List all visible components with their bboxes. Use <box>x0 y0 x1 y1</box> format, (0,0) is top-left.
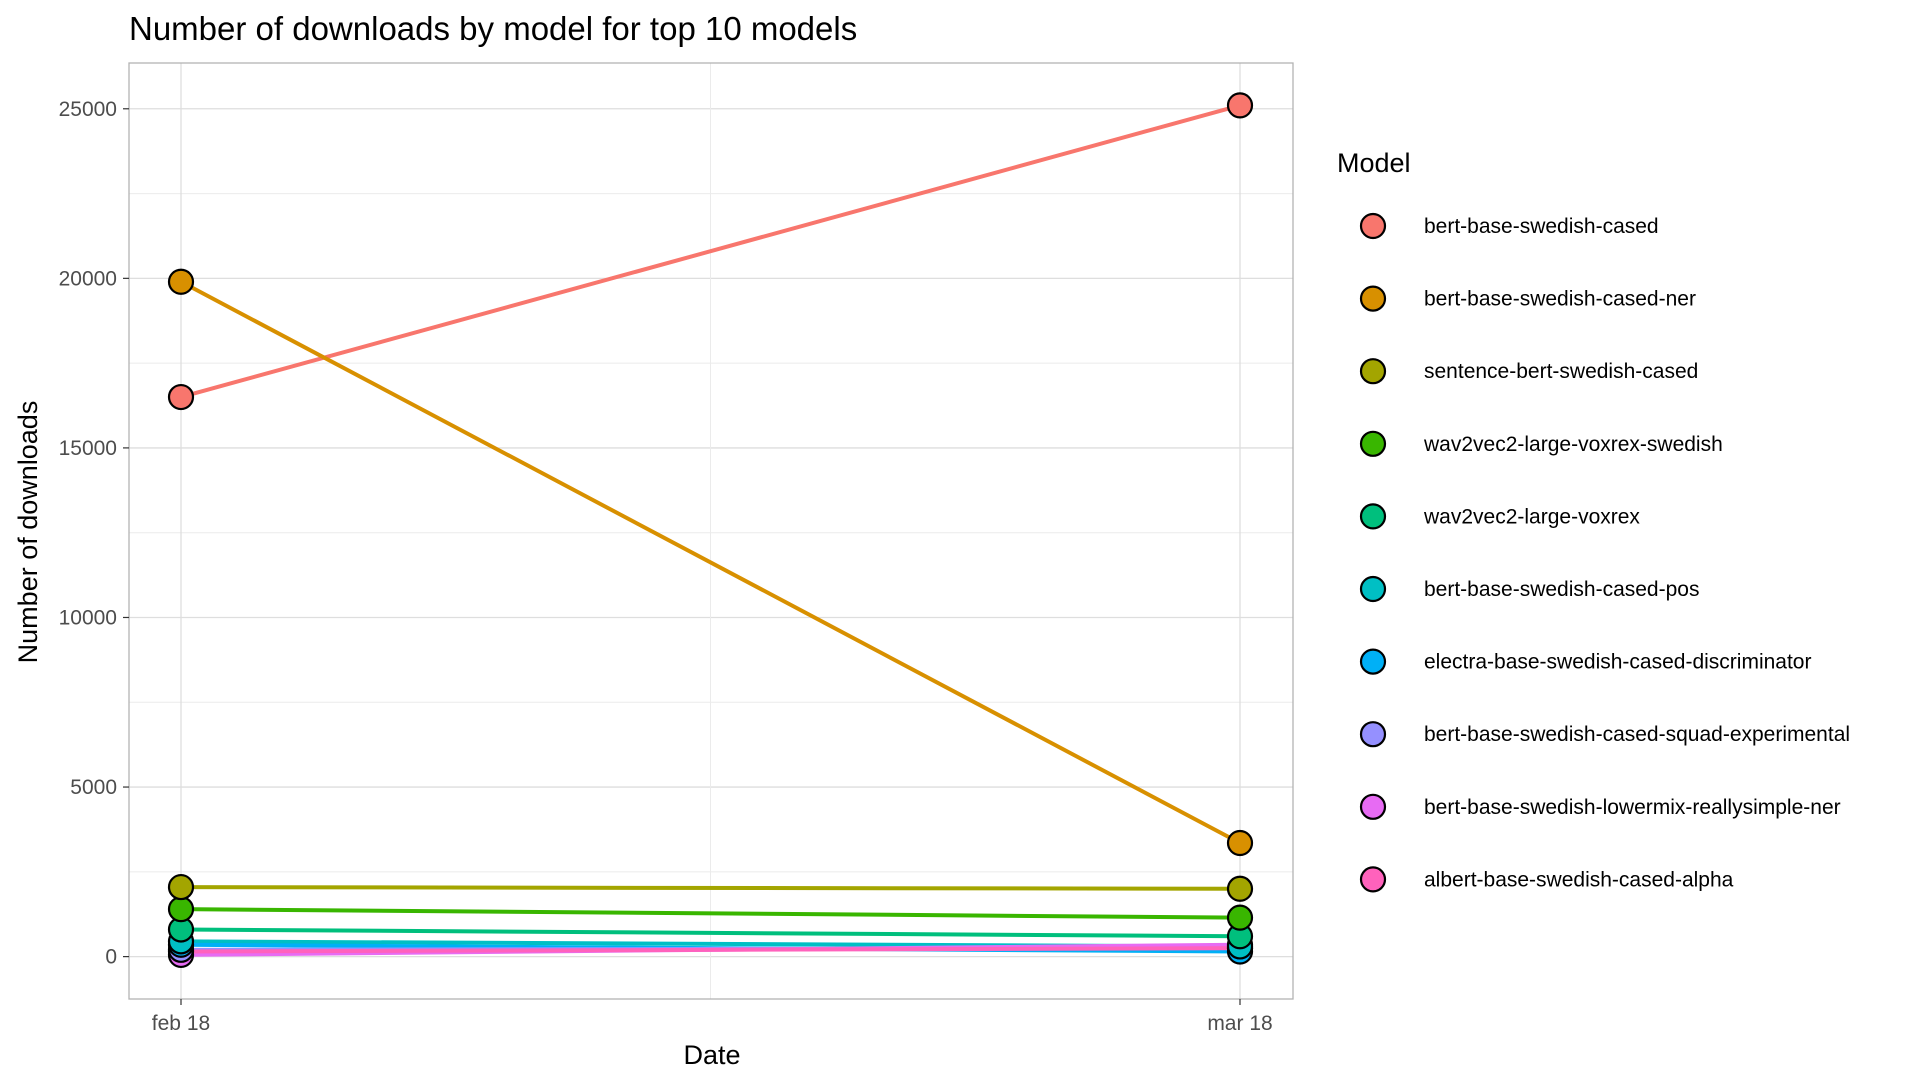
legend-label: bert-base-swedish-cased <box>1424 215 1659 238</box>
legend-label: bert-base-swedish-cased-squad-experiment… <box>1424 723 1850 746</box>
legend-item: sentence-bert-swedish-cased <box>1359 358 1698 385</box>
legend-item: bert-base-swedish-cased-squad-experiment… <box>1359 721 1850 748</box>
grid <box>129 63 1293 999</box>
y-axis-title: Number of downloads <box>13 401 43 664</box>
data-point <box>1226 829 1254 857</box>
data-point <box>167 383 195 411</box>
series-line <box>179 103 1242 400</box>
series <box>179 103 1242 957</box>
legend-key <box>1359 575 1387 603</box>
y-tick-label: 20000 <box>59 267 117 290</box>
series-line <box>179 927 1242 939</box>
legend-key <box>1359 721 1387 748</box>
data-point <box>167 873 195 901</box>
x-tick-label: feb 18 <box>152 1012 210 1035</box>
legend-label: bert-base-swedish-cased-ner <box>1424 288 1696 311</box>
legend-label: albert-base-swedish-cased-alpha <box>1424 868 1734 891</box>
legend-label: sentence-bert-swedish-cased <box>1424 360 1698 383</box>
chart-title: Number of downloads by model for top 10 … <box>129 10 857 47</box>
legend-item: bert-base-swedish-cased-ner <box>1359 285 1696 312</box>
legend-label: bert-base-swedish-lowermix-reallysimple-… <box>1424 796 1841 819</box>
x-tick-label: mar 18 <box>1207 1012 1272 1035</box>
legend-label: bert-base-swedish-cased-pos <box>1424 578 1699 601</box>
legend-label: electra-base-swedish-cased-discriminator <box>1424 651 1811 674</box>
legend-items: bert-base-swedish-cased bert-base-swedish… <box>1359 212 1850 893</box>
legend-key <box>1359 430 1387 457</box>
legend-item: bert-base-swedish-cased <box>1359 212 1659 240</box>
legend-key <box>1359 358 1387 385</box>
legend-item: albert-base-swedish-cased-alpha <box>1359 866 1734 893</box>
data-point <box>1226 92 1254 119</box>
data-point <box>1226 904 1254 931</box>
legend-label: wav2vec2-large-voxrex <box>1423 505 1640 528</box>
series-line <box>179 907 1242 920</box>
legend-item: electra-base-swedish-cased-discriminator <box>1359 648 1811 675</box>
x-axis: feb 18 mar 18 <box>152 999 1273 1035</box>
y-tick-label: 15000 <box>59 437 117 460</box>
points <box>167 92 1254 969</box>
legend-key <box>1359 285 1387 312</box>
legend-item: wav2vec2-large-voxrex-swedish <box>1359 430 1723 457</box>
legend-key <box>1359 866 1387 893</box>
y-tick-label: 0 <box>105 946 117 969</box>
legend-key <box>1359 212 1387 240</box>
data-point <box>167 896 195 923</box>
plot-panel-border <box>128 62 1294 1000</box>
data-point <box>167 268 195 295</box>
y-tick-label: 10000 <box>59 606 117 629</box>
series-line <box>179 885 1242 891</box>
legend-key <box>1359 648 1387 675</box>
y-axis: 0 5000 10000 15000 20000 25000 <box>59 98 129 969</box>
y-tick-label: 25000 <box>59 98 117 121</box>
legend-key <box>1359 503 1387 530</box>
legend-label: wav2vec2-large-voxrex-swedish <box>1423 433 1723 456</box>
legend-item: bert-base-swedish-lowermix-reallysimple-… <box>1359 793 1841 820</box>
series-line <box>179 279 1242 845</box>
y-tick-label: 5000 <box>70 776 117 799</box>
legend-title: Model <box>1337 148 1411 178</box>
series-line <box>179 946 1242 954</box>
x-axis-title: Date <box>683 1040 740 1070</box>
legend-item: bert-base-swedish-cased-pos <box>1359 575 1699 603</box>
legend-key <box>1359 793 1387 820</box>
data-point <box>1226 875 1254 902</box>
legend-item: wav2vec2-large-voxrex <box>1359 503 1640 530</box>
legend: Model bert-base-swedish-casedbert-base-s… <box>1337 148 1850 893</box>
